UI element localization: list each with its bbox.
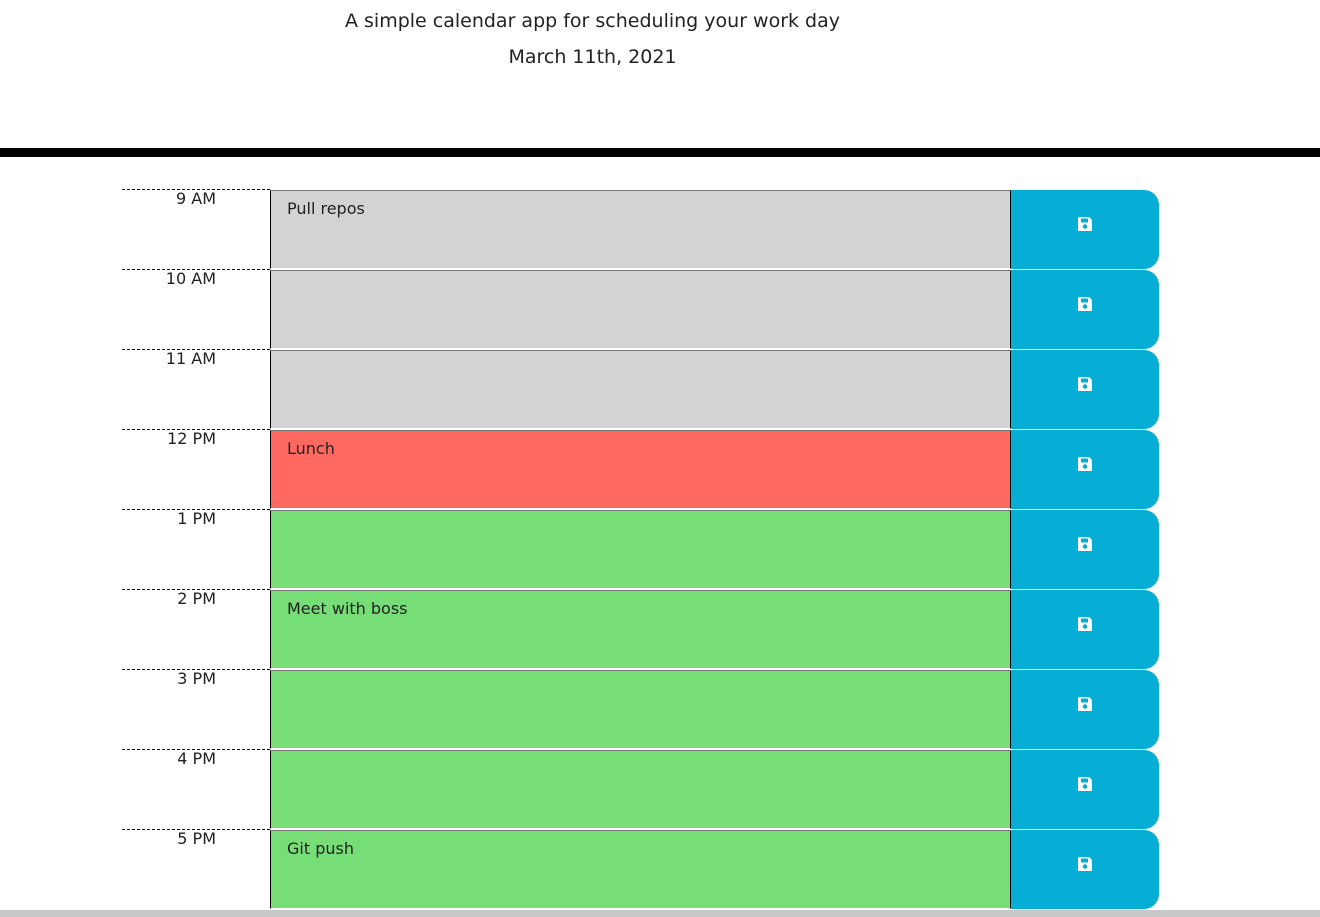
hour-label: 12 PM	[122, 429, 270, 509]
floppy-disk-icon	[1078, 777, 1092, 791]
event-description-input[interactable]	[270, 750, 1011, 829]
save-button[interactable]	[1011, 670, 1159, 749]
hour-label: 9 AM	[122, 189, 270, 269]
event-description-input[interactable]	[270, 670, 1011, 749]
save-button[interactable]	[1011, 750, 1159, 829]
page-subtitle: A simple calendar app for scheduling you…	[344, 10, 841, 32]
floppy-disk-icon	[1078, 457, 1092, 471]
hour-label: 5 PM	[122, 829, 270, 909]
current-date: March 11th, 2021	[508, 46, 677, 68]
hour-label: 4 PM	[122, 749, 270, 829]
time-block-row: 5 PM	[0, 829, 1320, 909]
time-block-row: 11 AM	[0, 349, 1320, 429]
time-block-row: 2 PM	[0, 589, 1320, 669]
hour-label: 11 AM	[122, 349, 270, 429]
event-description-input[interactable]	[270, 510, 1011, 589]
event-description-input[interactable]	[270, 430, 1011, 509]
save-button[interactable]	[1011, 510, 1159, 589]
save-button[interactable]	[1011, 430, 1159, 509]
floppy-disk-icon	[1078, 857, 1092, 871]
save-button[interactable]	[1011, 190, 1159, 269]
time-block-row: 4 PM	[0, 749, 1320, 829]
time-block-row: 3 PM	[0, 669, 1320, 749]
page-header: y A simple calendar app for scheduling y…	[0, 0, 1320, 148]
hour-label: 1 PM	[122, 509, 270, 589]
time-block-row: 1 PM	[0, 509, 1320, 589]
event-description-input[interactable]	[270, 270, 1011, 349]
header-divider	[0, 148, 1320, 157]
time-block-row: 12 PM	[0, 429, 1320, 509]
event-description-input[interactable]	[270, 830, 1011, 909]
save-button[interactable]	[1011, 350, 1159, 429]
floppy-disk-icon	[1078, 217, 1092, 231]
save-button[interactable]	[1011, 590, 1159, 669]
hour-label: 3 PM	[122, 669, 270, 749]
floppy-disk-icon	[1078, 297, 1092, 311]
save-button[interactable]	[1011, 270, 1159, 349]
floppy-disk-icon	[1078, 377, 1092, 391]
window-bottom-edge	[0, 910, 1320, 917]
hour-label: 10 AM	[122, 269, 270, 349]
event-description-input[interactable]	[270, 190, 1011, 269]
event-description-input[interactable]	[270, 590, 1011, 669]
time-block-row: 10 AM	[0, 269, 1320, 349]
time-block-row: 9 AM	[0, 189, 1320, 269]
floppy-disk-icon	[1078, 697, 1092, 711]
floppy-disk-icon	[1078, 617, 1092, 631]
floppy-disk-icon	[1078, 537, 1092, 551]
event-description-input[interactable]	[270, 350, 1011, 429]
hour-label: 2 PM	[122, 589, 270, 669]
save-button[interactable]	[1011, 830, 1159, 909]
